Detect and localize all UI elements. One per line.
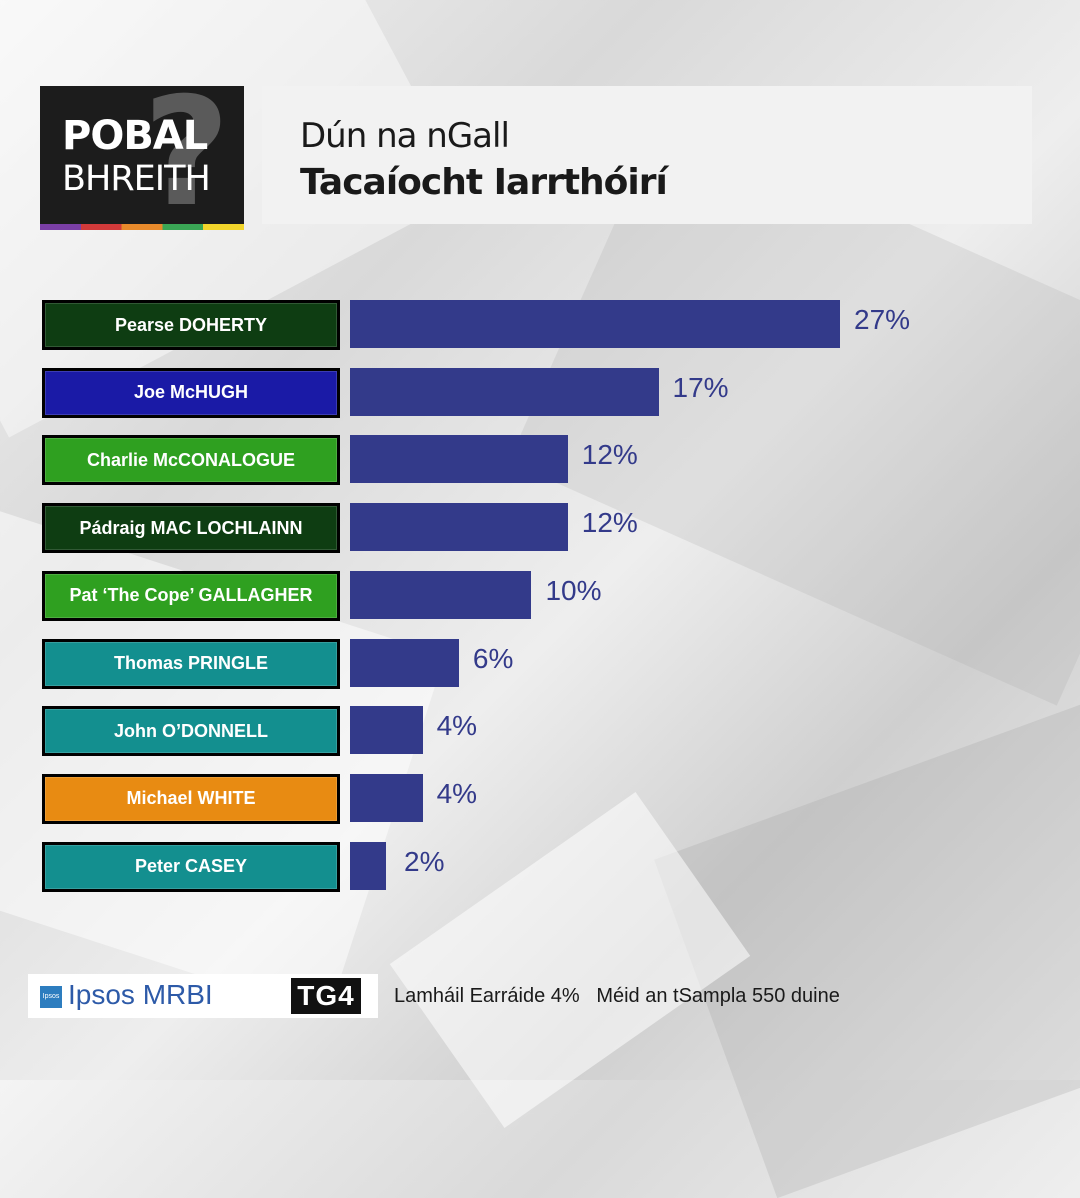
data-label: 17% bbox=[672, 371, 729, 403]
chart-row: Thomas PRINGLE 6% bbox=[0, 638, 1080, 689]
chart-row: Joe McHUGH 17% bbox=[0, 367, 1080, 418]
chart-subtitle: Dún na nGall bbox=[300, 116, 510, 156]
ipsos-icon: Ipsos bbox=[40, 986, 62, 1008]
data-label: 4% bbox=[436, 710, 478, 742]
tg4-logo-text: TG4 bbox=[291, 978, 361, 1014]
bar bbox=[350, 638, 459, 687]
question-mark-icon: ? bbox=[142, 86, 230, 230]
title-box: Dún na nGall Tacaíocht Iarrthóirí bbox=[262, 86, 1032, 224]
category-label: John O’DONNELL bbox=[42, 706, 340, 757]
bar bbox=[350, 706, 423, 755]
footnote: Lamháil Earráide 4% Méid an tSampla 550 … bbox=[394, 985, 840, 1007]
category-label: Michael WHITE bbox=[42, 773, 340, 824]
category-label: Peter CASEY bbox=[42, 841, 340, 892]
logo-line-1: POBAL bbox=[62, 113, 208, 159]
bar bbox=[350, 435, 568, 484]
bar bbox=[350, 300, 840, 348]
logo-line-2: BHREITH bbox=[62, 159, 211, 199]
category-label: Pádraig MAC LOCHLAINN bbox=[42, 503, 340, 554]
data-label: 12% bbox=[581, 507, 638, 539]
chart-row: Pearse DOHERTY 27% bbox=[0, 300, 1080, 350]
chart-title: Tacaíocht Iarrthóirí bbox=[300, 162, 668, 203]
pobal-bhreith-logo: ? POBAL BHREITH bbox=[40, 86, 244, 230]
chart-row: Peter CASEY 2% bbox=[0, 841, 1080, 892]
category-label: Joe McHUGH bbox=[42, 367, 340, 418]
data-label: 10% bbox=[545, 574, 602, 606]
chart-row: Pat ‘The Cope’ GALLAGHER 10% bbox=[0, 570, 1080, 621]
bar bbox=[350, 367, 659, 416]
bar bbox=[350, 503, 568, 552]
ipsos-mrbi-logo: Ipsos MRBI bbox=[68, 979, 213, 1010]
bar-chart: Pearse DOHERTY 27% Joe McHUGH 17% Charlie Mc… bbox=[0, 300, 1080, 892]
category-label: Pearse DOHERTY bbox=[42, 300, 340, 350]
category-label: Pat ‘The Cope’ GALLAGHER bbox=[42, 570, 340, 621]
data-label: 12% bbox=[581, 439, 638, 471]
bar bbox=[350, 570, 532, 619]
data-label: 6% bbox=[472, 642, 514, 674]
data-label: 4% bbox=[436, 777, 478, 809]
data-label: 27% bbox=[854, 304, 911, 335]
chart-row: Michael WHITE 4% bbox=[0, 773, 1080, 824]
category-label: Thomas PRINGLE bbox=[42, 638, 340, 689]
category-label: Charlie McCONALOGUE bbox=[42, 435, 340, 486]
logo-color-stripe bbox=[40, 224, 244, 230]
footer-logos: Ipsos Ipsos MRBI TG4 bbox=[28, 974, 378, 1018]
tg4-logo: TG4 bbox=[274, 974, 378, 1018]
bar bbox=[350, 841, 387, 890]
bar bbox=[350, 773, 423, 822]
data-label: 2% bbox=[404, 845, 445, 877]
chart-row: John O’DONNELL 4% bbox=[0, 706, 1080, 757]
chart-row: Pádraig MAC LOCHLAINN 12% bbox=[0, 503, 1080, 554]
chart-row: Charlie McCONALOGUE 12% bbox=[0, 435, 1080, 486]
